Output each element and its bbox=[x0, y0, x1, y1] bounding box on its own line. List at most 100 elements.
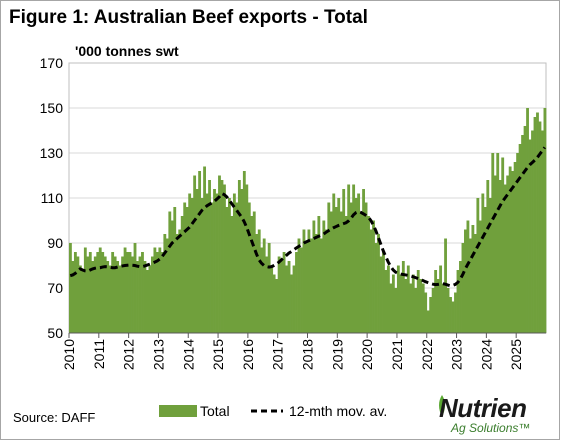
bar bbox=[429, 297, 433, 333]
bar bbox=[81, 270, 85, 333]
bar bbox=[483, 207, 487, 333]
bar bbox=[287, 261, 291, 333]
x-tick-label: 2018 bbox=[300, 339, 316, 370]
bar bbox=[126, 252, 129, 333]
bar bbox=[312, 220, 316, 333]
bar bbox=[516, 153, 520, 333]
bar bbox=[232, 193, 236, 333]
bar bbox=[362, 189, 365, 333]
bar bbox=[91, 261, 95, 333]
bar bbox=[359, 211, 363, 333]
bar bbox=[118, 265, 122, 333]
bar bbox=[511, 171, 515, 333]
bar bbox=[108, 265, 112, 333]
bar bbox=[374, 243, 378, 333]
bar bbox=[305, 243, 308, 333]
bar bbox=[322, 220, 326, 333]
bar bbox=[237, 180, 241, 333]
bar bbox=[436, 279, 440, 333]
logo-subtitle: Ag Solutions™ bbox=[451, 421, 531, 435]
bar bbox=[173, 207, 177, 333]
bar bbox=[372, 220, 375, 333]
bar bbox=[150, 256, 154, 333]
bar bbox=[98, 247, 102, 333]
bar bbox=[518, 144, 522, 333]
bar bbox=[491, 153, 495, 333]
x-tick-label: 2011 bbox=[91, 339, 107, 369]
x-tick-label: 2025 bbox=[508, 339, 524, 370]
bar bbox=[270, 265, 274, 333]
bar bbox=[148, 265, 152, 333]
bar bbox=[213, 189, 216, 333]
bar bbox=[220, 180, 224, 333]
bar bbox=[88, 252, 92, 333]
nutrien-logo: Nutrien Ag Solutions™ bbox=[431, 393, 555, 439]
y-tick-label: 110 bbox=[41, 190, 64, 206]
bar bbox=[93, 256, 97, 333]
bar bbox=[488, 198, 492, 333]
bar bbox=[165, 238, 169, 333]
bar bbox=[409, 283, 413, 333]
bar bbox=[96, 252, 100, 333]
bar bbox=[354, 198, 358, 333]
bar bbox=[369, 229, 373, 333]
bar bbox=[160, 252, 164, 333]
bar bbox=[314, 234, 318, 333]
bar bbox=[399, 274, 403, 333]
bar bbox=[218, 175, 221, 333]
bar bbox=[414, 288, 418, 333]
bar bbox=[71, 261, 75, 333]
bar bbox=[203, 166, 206, 333]
bar bbox=[332, 193, 336, 333]
x-tick-label: 2024 bbox=[478, 339, 494, 370]
bar bbox=[493, 175, 497, 333]
bar bbox=[131, 256, 134, 333]
legend: Total 12-mth mov. av. bbox=[159, 403, 387, 419]
bar bbox=[411, 274, 415, 333]
bar bbox=[471, 225, 475, 333]
bar bbox=[200, 198, 204, 333]
bar bbox=[235, 202, 239, 333]
bar bbox=[468, 238, 472, 333]
bar bbox=[250, 216, 254, 333]
bar bbox=[143, 261, 147, 333]
bar bbox=[247, 202, 251, 333]
bar bbox=[379, 256, 383, 333]
bar bbox=[103, 256, 107, 333]
bar-series-total bbox=[69, 108, 547, 333]
bar bbox=[240, 189, 244, 333]
bar bbox=[76, 256, 80, 333]
bar bbox=[175, 234, 179, 333]
bar bbox=[265, 256, 269, 333]
bar bbox=[424, 292, 428, 333]
bar bbox=[136, 261, 139, 333]
bar bbox=[344, 216, 348, 333]
bar bbox=[116, 261, 120, 333]
bar bbox=[69, 243, 72, 333]
bar bbox=[367, 216, 370, 333]
bar bbox=[434, 270, 438, 333]
bar bbox=[255, 234, 259, 333]
bar bbox=[523, 126, 527, 333]
bar bbox=[419, 279, 423, 333]
y-axis-ticks: 50 70 90 110 130 150 170 bbox=[40, 55, 64, 341]
bar bbox=[389, 283, 393, 333]
bar bbox=[391, 274, 395, 333]
bar bbox=[290, 274, 293, 333]
bar bbox=[533, 117, 537, 333]
y-tick-label: 130 bbox=[40, 145, 64, 161]
source-note: Source: DAFF bbox=[13, 410, 96, 425]
bar bbox=[292, 265, 296, 333]
bar bbox=[285, 265, 288, 333]
y-tick-label: 70 bbox=[47, 280, 63, 296]
bar bbox=[146, 270, 149, 333]
x-tick-label: 2020 bbox=[359, 339, 375, 370]
bar bbox=[421, 283, 425, 333]
y-tick-label: 150 bbox=[40, 100, 64, 116]
x-tick-label: 2014 bbox=[180, 339, 196, 370]
bar bbox=[300, 247, 303, 333]
legend-label-total: Total bbox=[200, 403, 230, 419]
bar bbox=[357, 193, 361, 333]
bar bbox=[113, 256, 117, 333]
